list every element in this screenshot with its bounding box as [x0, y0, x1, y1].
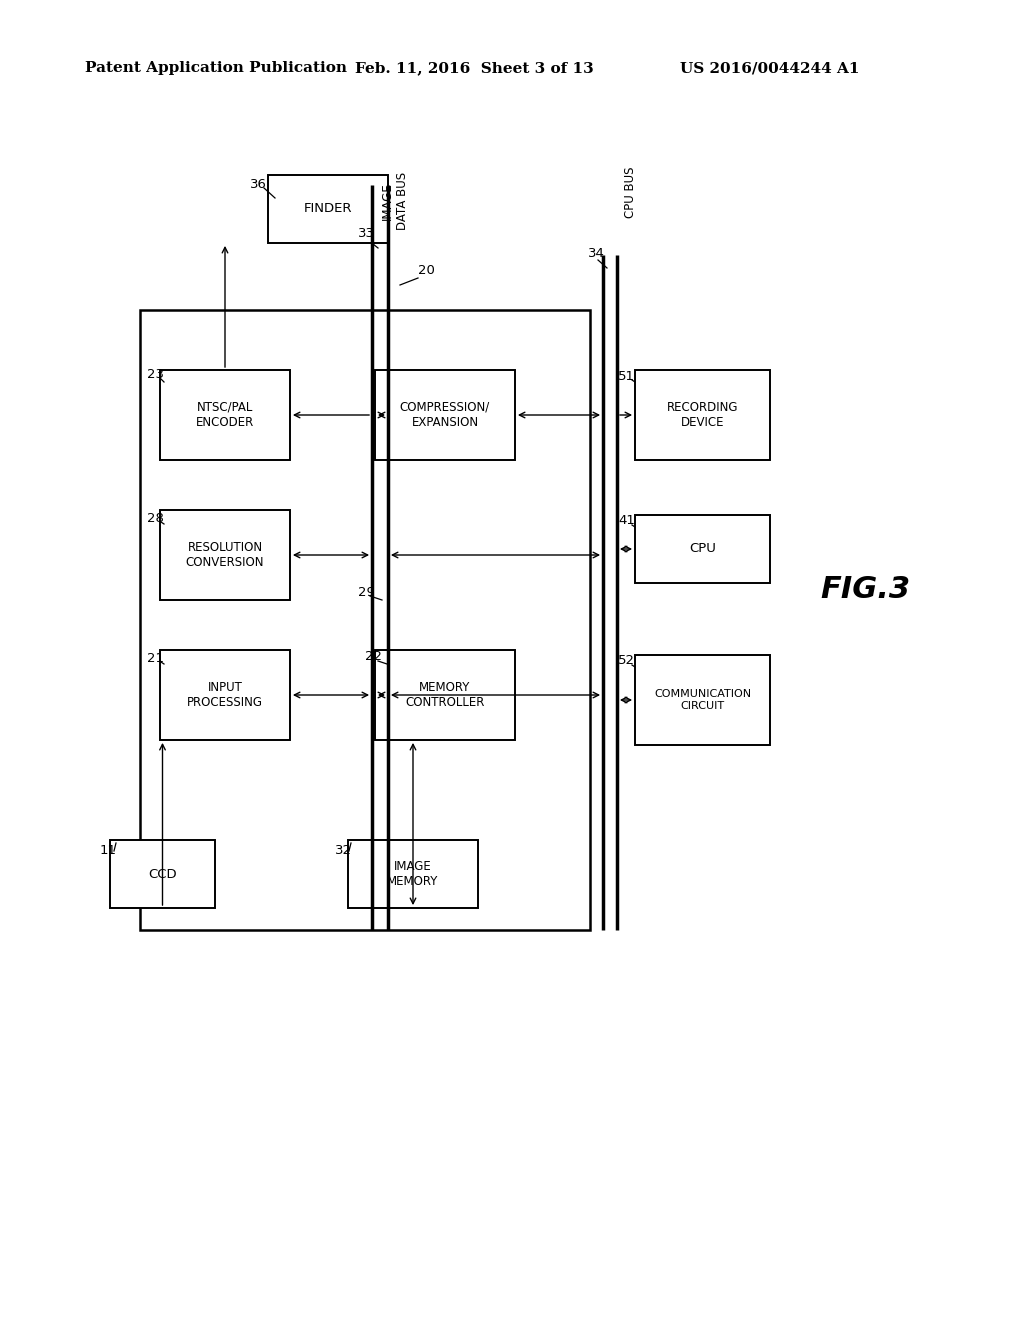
- Bar: [160, 510, 290, 601]
- Text: 22: 22: [365, 651, 382, 664]
- Bar: [110, 840, 215, 908]
- Bar: [635, 370, 770, 459]
- Text: COMMUNICATION
CIRCUIT: COMMUNICATION CIRCUIT: [654, 689, 751, 710]
- Text: 34: 34: [588, 247, 605, 260]
- Text: 52: 52: [618, 655, 635, 668]
- Text: INPUT
PROCESSING: INPUT PROCESSING: [187, 681, 263, 709]
- Text: RESOLUTION
CONVERSION: RESOLUTION CONVERSION: [185, 541, 264, 569]
- Text: FINDER: FINDER: [304, 202, 352, 215]
- Text: 20: 20: [418, 264, 435, 276]
- Text: IMAGE
DATA BUS: IMAGE DATA BUS: [381, 172, 409, 230]
- Bar: [268, 176, 388, 243]
- Text: IMAGE
MEMORY: IMAGE MEMORY: [387, 861, 438, 888]
- Bar: [635, 655, 770, 744]
- Text: 32: 32: [335, 843, 352, 857]
- Text: 28: 28: [147, 511, 164, 524]
- Bar: [160, 649, 290, 741]
- Bar: [160, 370, 290, 459]
- Text: CPU BUS: CPU BUS: [624, 166, 637, 218]
- Text: RECORDING
DEVICE: RECORDING DEVICE: [667, 401, 738, 429]
- Bar: [348, 840, 478, 908]
- Text: COMPRESSION/
EXPANSION: COMPRESSION/ EXPANSION: [400, 401, 490, 429]
- Text: FIG.3: FIG.3: [820, 576, 910, 605]
- Text: Feb. 11, 2016  Sheet 3 of 13: Feb. 11, 2016 Sheet 3 of 13: [355, 61, 594, 75]
- Bar: [635, 515, 770, 583]
- Bar: [375, 370, 515, 459]
- Text: 36: 36: [250, 177, 267, 190]
- Text: 51: 51: [618, 370, 635, 383]
- Text: NTSC/PAL
ENCODER: NTSC/PAL ENCODER: [196, 401, 254, 429]
- Text: Patent Application Publication: Patent Application Publication: [85, 61, 347, 75]
- Bar: [375, 649, 515, 741]
- Text: CPU: CPU: [689, 543, 716, 556]
- Text: 23: 23: [147, 368, 164, 381]
- Text: 33: 33: [358, 227, 375, 240]
- Bar: [140, 310, 590, 931]
- Text: 29: 29: [358, 586, 375, 598]
- Text: 41: 41: [618, 515, 635, 528]
- Text: 21: 21: [147, 652, 164, 664]
- Text: US 2016/0044244 A1: US 2016/0044244 A1: [680, 61, 859, 75]
- Text: MEMORY
CONTROLLER: MEMORY CONTROLLER: [406, 681, 484, 709]
- Text: CCD: CCD: [148, 867, 177, 880]
- Text: 11: 11: [100, 843, 117, 857]
